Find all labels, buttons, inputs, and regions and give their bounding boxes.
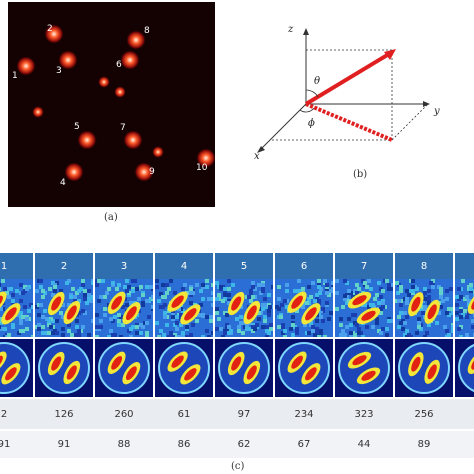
measured-spot-image	[155, 279, 213, 337]
fitted-spot-image	[155, 339, 213, 397]
row1-value: 323	[354, 408, 374, 420]
measured-spot-image	[0, 279, 33, 337]
column-header: 9	[455, 253, 474, 279]
row1-value: 256	[414, 408, 434, 420]
fluorescent-spot	[126, 30, 146, 50]
spot-label-4: 4	[60, 178, 66, 188]
spot-label-5: 5	[74, 122, 80, 132]
row2-value: 67	[297, 439, 311, 450]
fitted-spot-image	[95, 339, 153, 397]
theta-arc	[305, 89, 319, 98]
phi-arc	[299, 107, 315, 113]
fluorescent-spot	[16, 56, 36, 76]
row1-value: 234	[294, 408, 314, 420]
caption-c: (c)	[231, 461, 245, 472]
theta-label: θ	[314, 76, 321, 87]
caption-a: (a)	[104, 212, 118, 223]
measured-spot-image	[95, 279, 153, 337]
fluorescent-spot	[134, 162, 154, 182]
fitted-spot-image	[455, 339, 474, 397]
fluorescent-spot	[120, 50, 140, 70]
column-header: 4	[155, 253, 213, 279]
row1-value: 2	[0, 408, 8, 420]
column-header: 6	[275, 253, 333, 279]
caption-b: (b)	[353, 169, 368, 180]
column-header: 7	[335, 253, 393, 279]
x-axis-label: x	[254, 151, 260, 162]
measured-spot-image	[335, 279, 393, 337]
row2-value: 89	[417, 439, 431, 450]
fluorescence-image: 1 2 3 4 5 6 7 8 9 10	[8, 2, 215, 207]
fitted-images-row	[0, 339, 474, 397]
row1-value: 126	[54, 408, 74, 420]
values-row-2: 91 91 88 86 62 67 44 89 66	[0, 431, 474, 458]
row1-value: 61	[177, 408, 191, 420]
row2-value: 91	[57, 439, 71, 450]
y-axis-label: y	[434, 106, 440, 117]
measured-spot-image	[215, 279, 273, 337]
fitted-spot-image	[335, 339, 393, 397]
fluorescence-spots	[16, 24, 215, 182]
orientation-diagram: z y x θ ϕ	[248, 14, 448, 184]
spot-label-8: 8	[144, 26, 150, 36]
fluorescent-spot	[98, 76, 110, 88]
fitted-spot-image	[275, 339, 333, 397]
axes-diagram	[257, 28, 430, 153]
fitted-spot-image	[35, 339, 93, 397]
fitted-spot-image	[215, 339, 273, 397]
fluorescent-spot	[152, 146, 164, 158]
spot-label-1: 1	[12, 71, 18, 81]
phi-label: ϕ	[308, 118, 315, 129]
row2-value: 91	[0, 439, 11, 450]
fluorescent-spot	[114, 86, 126, 98]
measured-spot-image	[395, 279, 453, 337]
z-arrowhead	[303, 28, 309, 35]
measured-images-row	[0, 279, 474, 337]
row2-value: 66	[455, 431, 474, 458]
row2-value: 86	[177, 439, 191, 450]
z-axis-label: z	[288, 24, 294, 35]
fluorescent-spot	[58, 50, 78, 70]
row1-value: 97	[237, 408, 251, 420]
vector-projection	[305, 102, 393, 142]
proj-diag	[391, 103, 429, 141]
column-header: 8	[395, 253, 453, 279]
spot-label-6: 6	[116, 60, 122, 70]
row2-value: 44	[357, 439, 371, 450]
fluorescent-spot	[44, 24, 64, 44]
spot-label-3: 3	[56, 66, 62, 76]
fluorescent-spot	[123, 130, 143, 150]
row2-value: 62	[237, 439, 251, 450]
row1-value: 260	[114, 408, 134, 420]
dipole-arrowhead	[384, 49, 396, 60]
dipole-vector	[304, 52, 391, 106]
fitted-spot-image	[395, 339, 453, 397]
x-axis	[259, 103, 307, 151]
fluorescent-spot	[64, 162, 84, 182]
fluorescent-spot	[77, 130, 97, 150]
row2-value: 88	[117, 439, 131, 450]
spot-label-2: 2	[47, 24, 53, 34]
column-header: 5	[215, 253, 273, 279]
fluorescent-spot	[32, 106, 44, 118]
measured-spot-image	[455, 279, 474, 337]
spot-label-9: 9	[149, 167, 155, 177]
row1-value: 273	[455, 399, 474, 429]
values-row-1: 2 126 260 61 97 234 323 256 273	[0, 399, 474, 429]
fitted-spot-image	[0, 339, 33, 397]
column-header: 3	[95, 253, 153, 279]
fluorescent-spot	[196, 148, 215, 168]
y-arrowhead	[423, 101, 430, 107]
column-header: 1	[0, 253, 33, 279]
column-header: 2	[35, 253, 93, 279]
spot-label-7: 7	[120, 123, 126, 133]
measured-spot-image	[275, 279, 333, 337]
x-arrowhead	[257, 146, 265, 153]
spot-label-10: 10	[196, 163, 208, 173]
measured-spot-image	[35, 279, 93, 337]
